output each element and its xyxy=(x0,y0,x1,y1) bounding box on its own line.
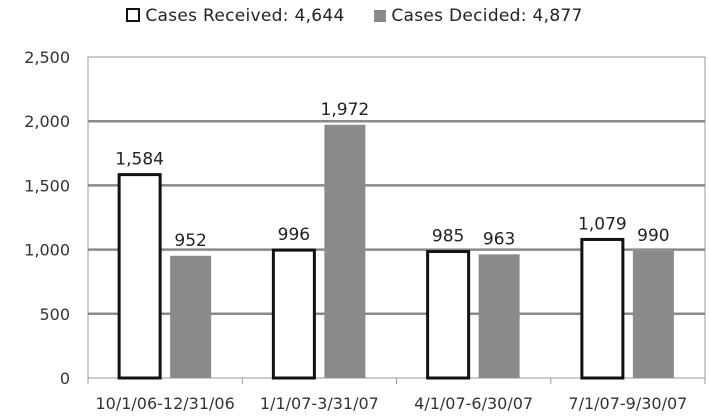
legend: Cases Received: 4,644 Cases Decided: 4,8… xyxy=(0,6,709,26)
y-tick-label: 500 xyxy=(39,305,70,324)
x-tick-label: 7/1/07-9/30/07 xyxy=(568,394,687,413)
legend-swatch-received xyxy=(126,8,141,22)
legend-label-received: Cases Received: 4,644 xyxy=(145,6,345,26)
y-tick-label: 0 xyxy=(60,369,70,388)
data-label-received: 996 xyxy=(278,225,310,245)
y-tick-label: 1,500 xyxy=(24,176,70,195)
data-label-decided: 952 xyxy=(174,231,206,251)
data-label-decided: 963 xyxy=(483,229,515,249)
bar-decided xyxy=(324,124,366,378)
x-tick-label: 10/1/06-12/31/06 xyxy=(95,394,234,413)
bar-decided xyxy=(478,254,520,378)
legend-item-decided: Cases Decided: 4,877 xyxy=(374,6,582,26)
data-label-decided: 1,972 xyxy=(321,100,370,120)
x-tick-label: 4/1/07-6/30/07 xyxy=(414,394,533,413)
bar-received xyxy=(580,237,625,380)
bar-decided xyxy=(632,250,674,378)
data-label-decided: 990 xyxy=(637,226,669,246)
bar-received xyxy=(426,250,471,380)
y-tick-label: 1,000 xyxy=(24,241,70,260)
y-tick-label: 2,000 xyxy=(24,112,70,131)
legend-label-decided: Cases Decided: 4,877 xyxy=(391,6,583,26)
bar-decided xyxy=(170,255,212,378)
data-label-received: 1,584 xyxy=(115,150,164,170)
bar-received xyxy=(271,248,316,380)
data-label-received: 985 xyxy=(432,227,464,247)
data-label-received: 1,079 xyxy=(578,214,627,234)
x-tick-label: 1/1/07-3/31/07 xyxy=(260,394,379,413)
bar-received xyxy=(117,173,162,380)
legend-swatch-decided xyxy=(374,10,387,22)
y-tick-label: 2,500 xyxy=(24,48,70,67)
legend-item-received: Cases Received: 4,644 xyxy=(126,6,344,26)
